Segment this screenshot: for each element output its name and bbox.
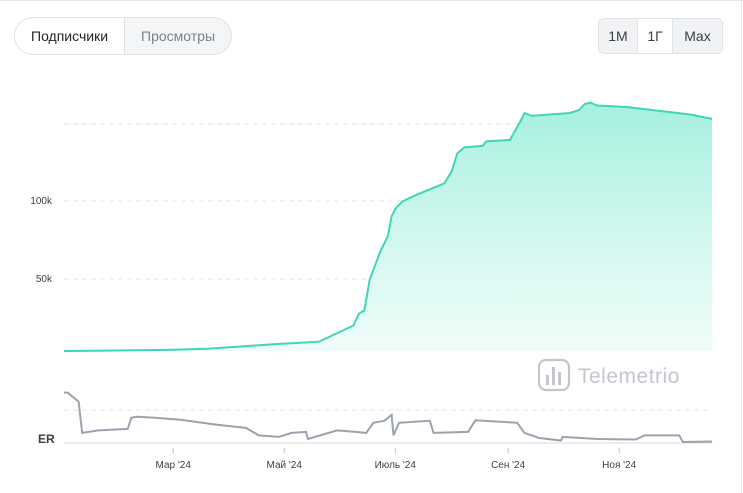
x-axis: Мар '24 Май '24 Июль '24 Сен '24 Ноя '24 [156, 448, 637, 471]
telemetrio-watermark: Telemetrio [537, 358, 680, 392]
bar-chart-icon [537, 358, 571, 392]
subscribers-area [64, 102, 712, 351]
x-tick-label: Ноя '24 [602, 460, 636, 471]
y-tick-label: 50k [36, 274, 53, 285]
x-tick-label: Мар '24 [156, 460, 192, 471]
watermark-text: Telemetrio [578, 365, 680, 388]
top-border [0, 0, 743, 1]
x-tick-label: Сен '24 [491, 460, 526, 471]
range-selector: 1M 1Г Max [598, 18, 723, 54]
y-tick-label: 100k [30, 196, 53, 207]
range-1y-button[interactable]: 1Г [638, 19, 673, 53]
range-1m-button[interactable]: 1M [599, 19, 638, 53]
subscribers-line [63, 101, 713, 352]
er-label: ER [38, 432, 55, 446]
metric-tabs: Подписчики Просмотры [14, 17, 233, 55]
tab-subscribers[interactable]: Подписчики [15, 18, 126, 54]
tab-views[interactable]: Просмотры [141, 28, 216, 44]
x-tick-label: Май '24 [267, 460, 303, 471]
right-border [741, 0, 742, 493]
x-tick-label: Июль '24 [375, 460, 417, 471]
er-line [64, 391, 713, 444]
range-max-button[interactable]: Max [673, 19, 722, 53]
